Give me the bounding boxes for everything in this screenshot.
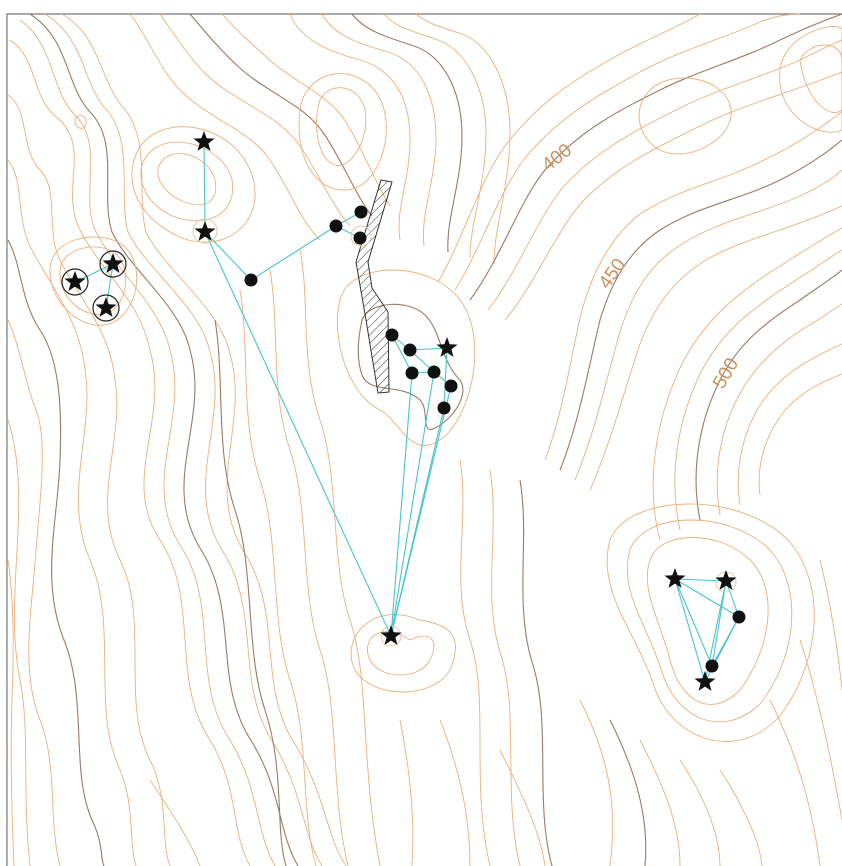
star-marker: [380, 625, 402, 645]
star-marker: [64, 271, 86, 291]
contour-lines: [7, 13, 842, 866]
dot-marker: [732, 610, 746, 624]
star-marker: [194, 221, 216, 241]
contour-label-500: 500: [709, 355, 743, 393]
dot-marker: [329, 219, 343, 233]
map-frame: [6, 13, 842, 866]
star-marker: [193, 131, 215, 151]
dot-marker: [437, 401, 451, 415]
star-marker: [694, 671, 716, 691]
dot-marker: [444, 379, 458, 393]
marker-ring: [192, 218, 218, 244]
dot-marker: [405, 366, 419, 380]
dot-marker: [403, 343, 417, 357]
dot-marker: [385, 328, 399, 342]
dot-marker: [244, 273, 258, 287]
marker-ring: [99, 250, 127, 278]
marker-ring: [92, 294, 120, 322]
star-marker: [436, 337, 458, 357]
star-marker: [102, 253, 124, 273]
link-lines: [74, 141, 740, 683]
hatched-ridge: [355, 179, 393, 394]
marker-ring: [61, 268, 89, 296]
star-marker: [95, 297, 117, 317]
dot-marker: [353, 231, 367, 245]
marker-ring: [350, 225, 372, 247]
dot-markers: [244, 205, 746, 673]
star-markers: [64, 131, 737, 691]
dot-marker: [705, 659, 719, 673]
star-marker: [715, 570, 737, 590]
star-marker: [664, 568, 686, 588]
contour-label-450: 450: [595, 255, 630, 293]
dot-marker: [427, 365, 441, 379]
dot-marker: [354, 205, 368, 219]
